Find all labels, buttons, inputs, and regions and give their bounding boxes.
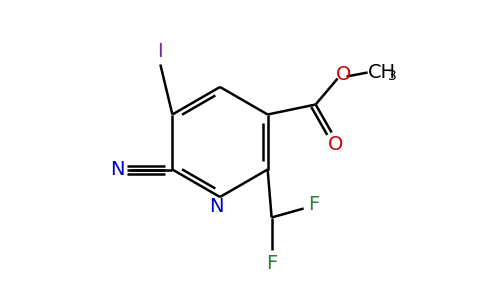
Text: F: F bbox=[308, 195, 319, 214]
Text: 3: 3 bbox=[388, 70, 397, 83]
Text: O: O bbox=[328, 135, 343, 154]
Text: I: I bbox=[158, 42, 163, 61]
Text: N: N bbox=[110, 160, 124, 179]
Text: N: N bbox=[209, 197, 223, 217]
Text: O: O bbox=[336, 65, 351, 84]
Text: CH: CH bbox=[367, 63, 396, 82]
Text: F: F bbox=[266, 254, 277, 273]
